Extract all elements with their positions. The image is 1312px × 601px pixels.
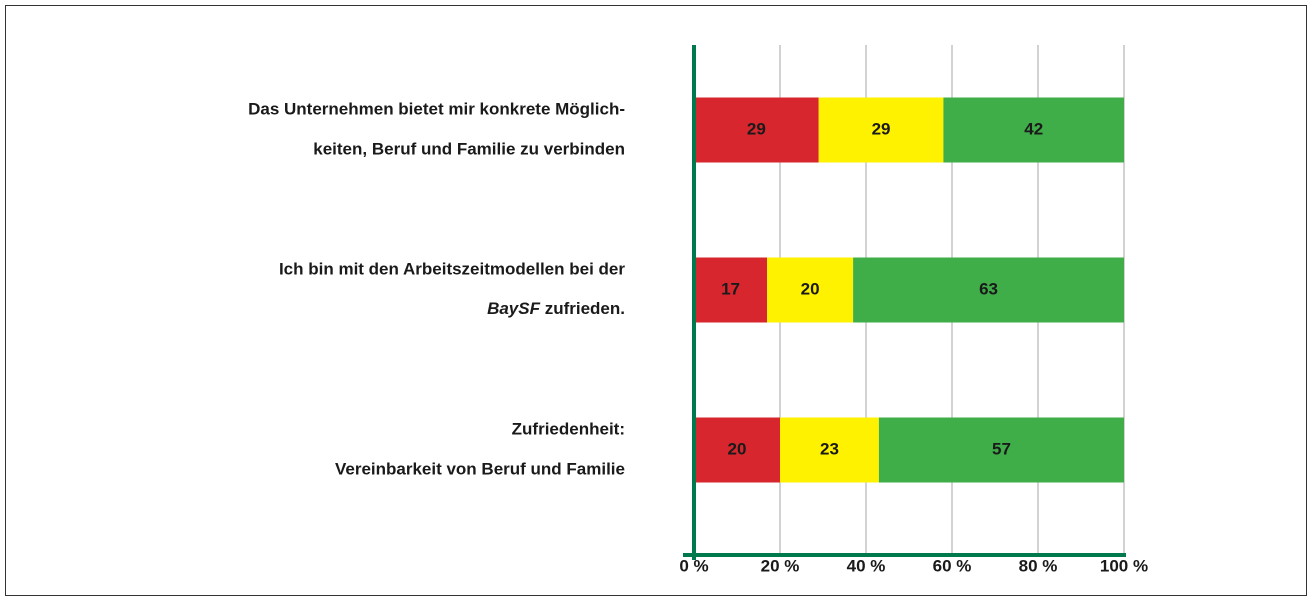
value-label: 17 [721, 279, 740, 298]
category-label: Das Unternehmen bietet mir konkrete Mögl… [248, 99, 625, 118]
value-label: 57 [992, 439, 1011, 458]
bar-segment [694, 257, 768, 323]
x-tick-label: 60 % [933, 556, 972, 575]
value-label: 63 [979, 279, 998, 298]
value-label: 20 [801, 279, 820, 298]
x-tick-label: 80 % [1019, 556, 1058, 575]
bar-segment [878, 417, 1124, 483]
bar-segment [767, 257, 854, 323]
value-label: 42 [1024, 119, 1043, 138]
value-label: 23 [820, 439, 839, 458]
category-label: Zufriedenheit: [512, 419, 625, 438]
value-label: 29 [747, 119, 766, 138]
x-tick-label: 40 % [847, 556, 886, 575]
x-tick-label: 20 % [761, 556, 800, 575]
value-label: 20 [728, 439, 747, 458]
bar-segment [943, 97, 1124, 163]
x-tick-label: 100 % [1100, 556, 1148, 575]
bar-segment [780, 417, 879, 483]
category-label: BaySF zufrieden. [487, 299, 625, 318]
x-tick-label: 0 % [679, 556, 708, 575]
bar-segment [853, 257, 1124, 323]
bar-segment [694, 417, 780, 483]
bar-segment [694, 97, 819, 163]
category-label-part: zufrieden. [540, 299, 625, 318]
category-label: keiten, Beruf und Familie zu verbinden [313, 139, 625, 158]
category-label: Vereinbarkeit von Beruf und Familie [335, 459, 625, 478]
value-label: 29 [872, 119, 891, 138]
category-label: Ich bin mit den Arbeitszeitmodellen bei … [279, 259, 625, 278]
category-label-part: BaySF [487, 299, 541, 318]
bar-segment [818, 97, 944, 163]
